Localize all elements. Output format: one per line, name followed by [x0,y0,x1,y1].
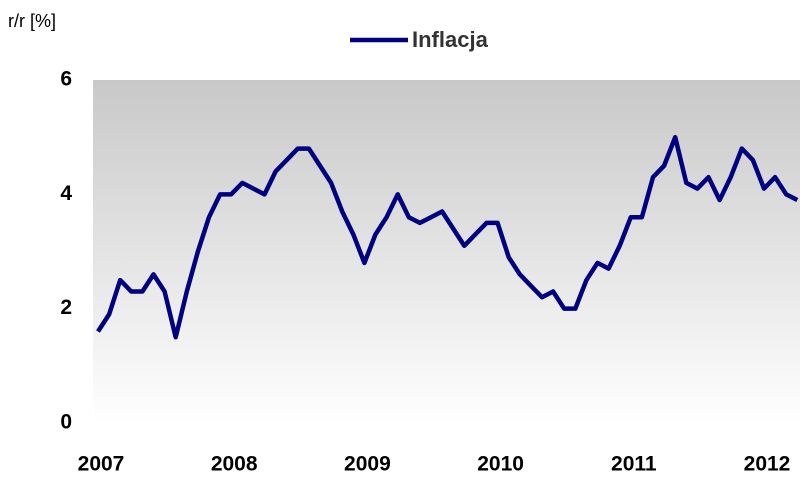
x-tick-label: 2009 [344,453,391,476]
y-tick-label: 2 [60,296,72,319]
x-tick-label: 2011 [611,453,657,476]
y-tick-label: 0 [60,411,72,434]
line-series [96,134,799,340]
plot-area [93,80,800,423]
legend-label: Inflacja [412,27,489,52]
x-tick-label: 2008 [211,453,258,476]
y-tick-label: 6 [60,68,72,91]
x-tick-label: 2010 [477,453,524,476]
y-tick-label: 4 [60,182,72,205]
x-tick-label: 2012 [744,453,791,476]
x-tick-label: 2007 [78,453,125,476]
y-axis-label: r/r [%] [8,11,56,31]
